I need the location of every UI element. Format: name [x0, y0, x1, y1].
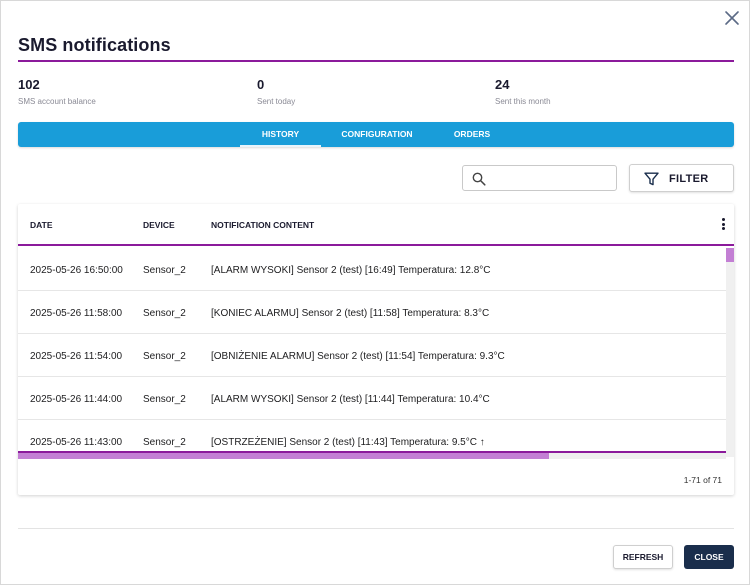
- cell-device: Sensor_2: [143, 437, 186, 448]
- filter-button[interactable]: FILTER: [629, 164, 734, 192]
- stat-value: 0: [257, 77, 265, 92]
- table-header: DATE DEVICE NOTIFICATION CONTENT: [18, 204, 734, 246]
- cell-date: 2025-05-26 11:44:00: [30, 394, 123, 405]
- cell-device: Sensor_2: [143, 394, 186, 405]
- stat-label: Sent today: [257, 97, 296, 106]
- cell-content: [OBNIŻENIE ALARMU] Sensor 2 (test) [11:5…: [211, 351, 505, 362]
- stat-sent-month: 24 Sent this month: [495, 77, 551, 106]
- cell-date: 2025-05-26 11:58:00: [30, 308, 123, 319]
- cell-content: [ALARM WYSOKI] Sensor 2 (test) [16:49] T…: [211, 265, 491, 276]
- dialog-title: SMS notifications: [18, 35, 171, 55]
- more-vertical-icon[interactable]: [720, 218, 726, 232]
- tab-orders[interactable]: ORDERS: [453, 129, 491, 139]
- cell-content: [ALARM WYSOKI] Sensor 2 (test) [11:44] T…: [211, 394, 490, 405]
- cell-content: [OSTRZEŻENIE] Sensor 2 (test) [11:43] Te…: [211, 437, 485, 448]
- cell-device: Sensor_2: [143, 265, 186, 276]
- horizontal-scrollbar-thumb[interactable]: [18, 453, 549, 459]
- table-row[interactable]: 2025-05-26 11:44:00 Sensor_2 [ALARM WYSO…: [18, 377, 726, 420]
- column-header-date[interactable]: DATE: [30, 220, 53, 230]
- funnel-icon: [644, 172, 659, 186]
- table-row[interactable]: 2025-05-26 11:54:00 Sensor_2 [OBNIŻENIE …: [18, 334, 726, 377]
- column-header-content[interactable]: NOTIFICATION CONTENT: [211, 220, 315, 230]
- pagination: 1-71 of 71: [18, 466, 734, 495]
- table-bottom-divider: [18, 451, 726, 453]
- stat-value: 24: [495, 77, 510, 92]
- cell-device: Sensor_2: [143, 351, 186, 362]
- cell-content: [KONIEC ALARMU] Sensor 2 (test) [11:58] …: [211, 308, 490, 319]
- close-button[interactable]: CLOSE: [684, 545, 734, 569]
- refresh-button[interactable]: REFRESH: [613, 545, 673, 569]
- history-table: DATE DEVICE NOTIFICATION CONTENT 2025-05…: [18, 204, 734, 495]
- cell-device: Sensor_2: [143, 308, 186, 319]
- search-icon: [472, 172, 486, 186]
- stat-sms-balance: 102 SMS account balance: [18, 77, 96, 106]
- pagination-range: 1-71 of 71: [683, 475, 722, 485]
- stat-label: Sent this month: [495, 97, 551, 106]
- cell-date: 2025-05-26 16:50:00: [30, 265, 123, 276]
- stat-label: SMS account balance: [18, 97, 96, 106]
- vertical-scrollbar[interactable]: [726, 248, 734, 457]
- close-icon[interactable]: [723, 9, 741, 27]
- filter-label: FILTER: [669, 173, 709, 185]
- table-row[interactable]: 2025-05-26 11:58:00 Sensor_2 [KONIEC ALA…: [18, 291, 726, 334]
- footer-divider: [18, 528, 734, 529]
- table-row[interactable]: 2025-05-26 11:43:00 Sensor_2 [OSTRZEŻENI…: [18, 420, 726, 457]
- tab-history[interactable]: HISTORY: [240, 122, 321, 147]
- stat-sent-today: 0 Sent today: [257, 77, 295, 106]
- cell-date: 2025-05-26 11:43:00: [30, 437, 123, 448]
- title-divider: [18, 60, 734, 62]
- stat-value: 102: [18, 77, 40, 92]
- vertical-scrollbar-thumb[interactable]: [726, 248, 734, 262]
- tab-bar: HISTORY CONFIGURATION ORDERS: [18, 122, 734, 147]
- search-box[interactable]: [462, 165, 617, 191]
- tab-configuration[interactable]: CONFIGURATION: [341, 129, 413, 139]
- search-input[interactable]: [493, 169, 611, 187]
- table-body: 2025-05-26 16:50:00 Sensor_2 [ALARM WYSO…: [18, 248, 726, 457]
- table-row[interactable]: 2025-05-26 16:50:00 Sensor_2 [ALARM WYSO…: [18, 248, 726, 291]
- cell-date: 2025-05-26 11:54:00: [30, 351, 123, 362]
- column-header-device[interactable]: DEVICE: [143, 220, 175, 230]
